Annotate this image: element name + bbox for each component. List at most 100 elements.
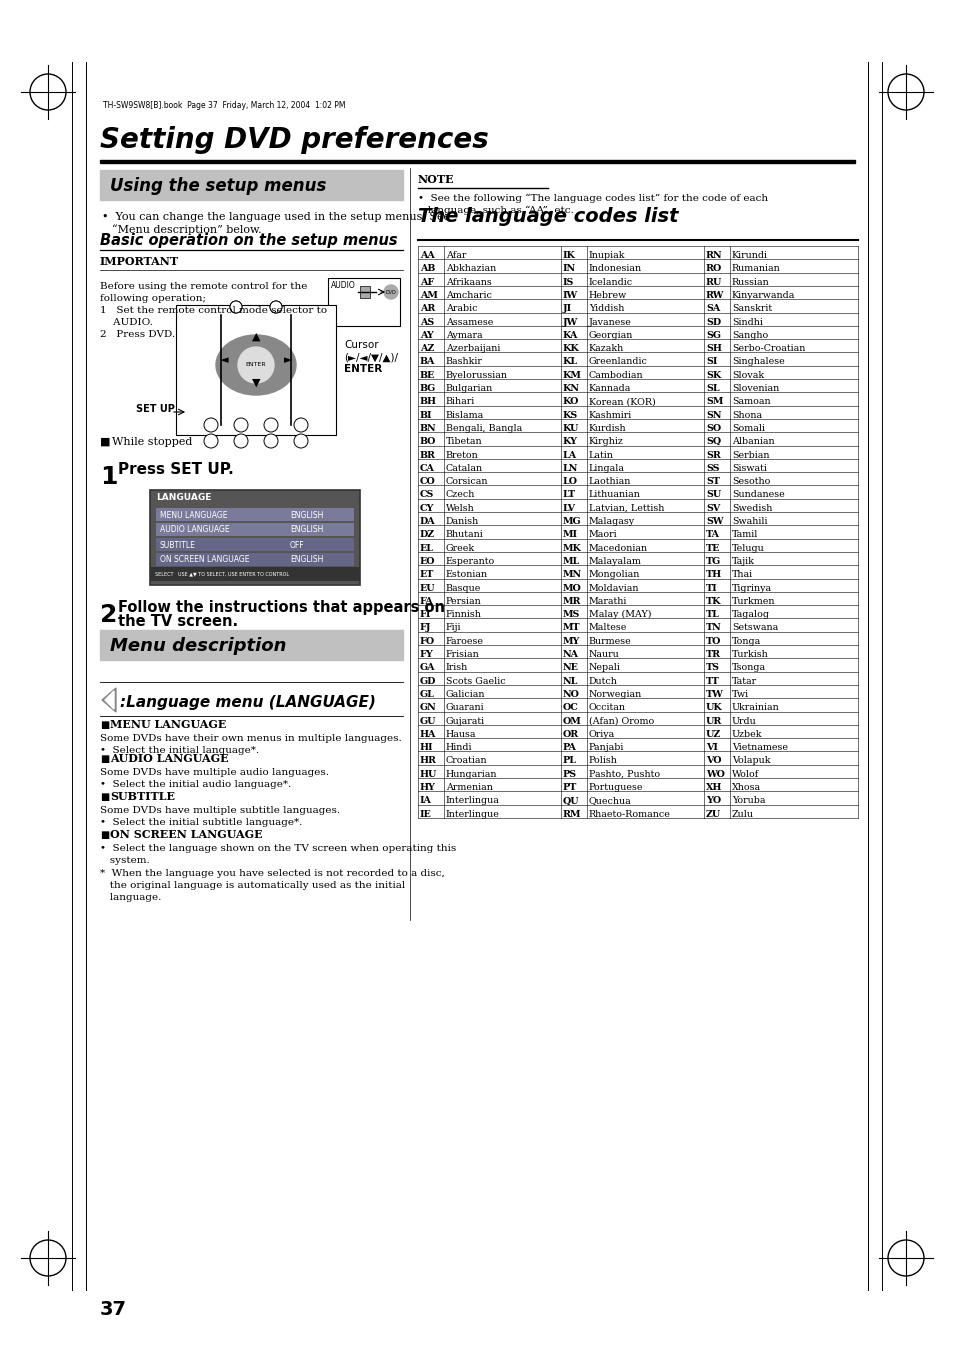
Text: FJ: FJ [419, 623, 431, 632]
Text: KL: KL [562, 358, 578, 366]
Text: Irish: Irish [446, 663, 468, 673]
Circle shape [264, 434, 277, 449]
Text: Pashto, Pushto: Pashto, Pushto [588, 770, 659, 778]
Text: TW: TW [705, 690, 723, 698]
Text: TS: TS [705, 663, 720, 673]
Text: Zulu: Zulu [731, 809, 753, 819]
Text: ■: ■ [100, 831, 110, 840]
Text: Tamil: Tamil [731, 531, 758, 539]
Text: Estonian: Estonian [446, 570, 488, 580]
Text: Interlingue: Interlingue [446, 809, 499, 819]
Text: Bislama: Bislama [446, 411, 484, 420]
Text: ◄: ◄ [219, 355, 228, 365]
Text: NO: NO [562, 690, 579, 698]
Text: SELECT   USE ▲▼ TO SELECT, USE ENTER TO CONTROL: SELECT USE ▲▼ TO SELECT, USE ENTER TO CO… [154, 571, 289, 577]
Text: Portuguese: Portuguese [588, 784, 643, 792]
Text: Scots Gaelic: Scots Gaelic [446, 677, 505, 686]
Text: BR: BR [419, 451, 436, 459]
Circle shape [270, 301, 282, 313]
Text: Breton: Breton [446, 451, 478, 459]
Text: TL: TL [705, 611, 720, 619]
Text: ENGLISH: ENGLISH [290, 555, 323, 565]
Text: Bashkir: Bashkir [446, 358, 482, 366]
Text: Ukrainian: Ukrainian [731, 704, 779, 712]
Text: •  Select the initial subtitle language*.: • Select the initial subtitle language*. [100, 817, 302, 827]
Text: Panjabi: Panjabi [588, 743, 623, 753]
Text: RN: RN [705, 251, 721, 261]
Text: SV: SV [705, 504, 720, 513]
Text: LN: LN [562, 463, 578, 473]
Text: JW: JW [562, 317, 578, 327]
Text: ►: ► [283, 355, 292, 365]
Text: TT: TT [705, 677, 720, 686]
Text: Russian: Russian [731, 278, 769, 286]
Text: Urdu: Urdu [731, 716, 756, 725]
Text: MI: MI [562, 531, 578, 539]
Text: IW: IW [562, 290, 578, 300]
Text: KN: KN [562, 384, 579, 393]
Text: Volapuk: Volapuk [731, 757, 770, 766]
Text: MK: MK [562, 543, 581, 553]
Text: Hausa: Hausa [446, 730, 476, 739]
Bar [156, 523, 354, 536]
Text: Javanese: Javanese [588, 317, 631, 327]
Text: PT: PT [562, 784, 577, 792]
Text: Uzbek: Uzbek [731, 730, 761, 739]
Text: KY: KY [562, 438, 578, 446]
Text: HR: HR [419, 757, 436, 766]
Text: SD: SD [705, 317, 720, 327]
Text: •  Select the initial language*.: • Select the initial language*. [100, 746, 259, 755]
Text: SI: SI [705, 358, 717, 366]
Text: SUBTITLE: SUBTITLE [110, 790, 174, 802]
Text: TH: TH [705, 570, 721, 580]
Text: AUDIO LANGUAGE: AUDIO LANGUAGE [160, 526, 230, 535]
Text: OR: OR [562, 730, 578, 739]
Text: NOTE: NOTE [417, 174, 455, 185]
Text: LT: LT [562, 490, 576, 500]
Text: ST: ST [705, 477, 720, 486]
Text: Tsonga: Tsonga [731, 663, 765, 673]
Text: Azerbaijani: Azerbaijani [446, 345, 500, 353]
Text: AS: AS [419, 317, 434, 327]
Text: Greenlandic: Greenlandic [588, 358, 647, 366]
Text: Turkish: Turkish [731, 650, 768, 659]
Text: AF: AF [419, 278, 434, 286]
Text: PL: PL [562, 757, 577, 766]
Text: ET: ET [419, 570, 434, 580]
Text: the original language is automatically used as the initial: the original language is automatically u… [100, 881, 405, 890]
Text: Quechua: Quechua [588, 796, 631, 805]
Text: SS: SS [705, 463, 719, 473]
Text: DA: DA [419, 517, 436, 526]
Text: Rhaeto-Romance: Rhaeto-Romance [588, 809, 670, 819]
Text: Persian: Persian [446, 597, 481, 605]
Text: ■: ■ [100, 436, 111, 447]
Text: (Afan) Oromo: (Afan) Oromo [588, 716, 654, 725]
Text: Yiddish: Yiddish [588, 304, 623, 313]
Text: VI: VI [705, 743, 717, 753]
Bar [100, 170, 402, 200]
Text: NE: NE [562, 663, 578, 673]
Text: Somali: Somali [731, 424, 764, 432]
Text: language.: language. [100, 893, 161, 902]
Text: Lingala: Lingala [588, 463, 624, 473]
Text: CS: CS [419, 490, 434, 500]
Bar [156, 508, 354, 521]
Text: SH: SH [705, 345, 721, 353]
Text: CY: CY [419, 504, 434, 513]
Text: IMPORTANT: IMPORTANT [100, 255, 179, 267]
Text: Swedish: Swedish [731, 504, 772, 513]
Text: SK: SK [705, 370, 720, 380]
Text: MT: MT [562, 623, 580, 632]
Ellipse shape [215, 335, 295, 394]
Text: *  When the language you have selected is not recorded to a disc,: * When the language you have selected is… [100, 869, 444, 878]
Text: following operation;: following operation; [100, 295, 206, 303]
Text: AM: AM [419, 290, 437, 300]
Text: ENGLISH: ENGLISH [290, 526, 323, 535]
Text: Hungarian: Hungarian [446, 770, 497, 778]
Text: PS: PS [562, 770, 577, 778]
Text: Samoan: Samoan [731, 397, 770, 407]
Text: Slovak: Slovak [731, 370, 763, 380]
Text: SL: SL [705, 384, 719, 393]
Text: Cursor: Cursor [344, 340, 378, 350]
Text: Sesotho: Sesotho [731, 477, 770, 486]
